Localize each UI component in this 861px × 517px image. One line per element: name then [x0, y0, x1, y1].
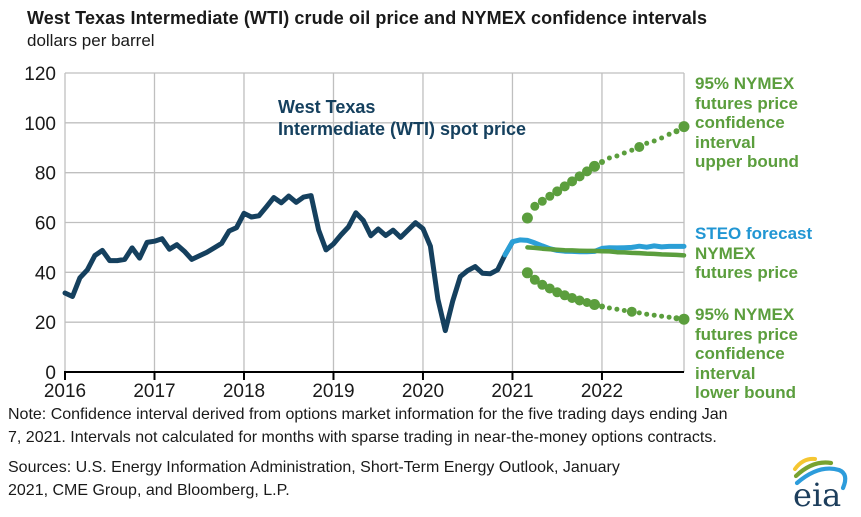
y-axis-tick-label: 40: [35, 263, 56, 284]
x-axis-tick-label: 2022: [581, 381, 623, 402]
sources-text: Sources: U.S. Energy Information Adminis…: [8, 457, 620, 502]
x-axis-tick-label: 2016: [44, 381, 86, 402]
x-axis-tick-label: 2017: [133, 381, 175, 402]
eia-logo-blue-arc: [794, 466, 848, 491]
spot-price-annotation-line2: Intermediate (WTI) spot price: [278, 119, 527, 139]
upper-bound-label-line1: 95% NYMEX: [695, 74, 795, 93]
lower-bound-label-line3: confidence: [695, 344, 785, 363]
y-axis-tick-label: 20: [35, 313, 56, 334]
note-text: Note: Confidence interval derived from o…: [8, 404, 728, 449]
upper-bound-label-line4: interval: [695, 132, 756, 152]
y-axis-tick-label: 100: [24, 114, 56, 135]
chart-units-subtitle: dollars per barrel: [27, 31, 155, 50]
upper-bound-label-line5: upper bound: [695, 152, 799, 171]
nymex-label-line2: futures price: [695, 263, 798, 282]
lower-bound-label-line4: interval: [695, 363, 756, 383]
note-line2: 7, 2021. Intervals not calculated for mo…: [8, 428, 717, 446]
steo-forecast-label: STEO forecast: [695, 224, 813, 243]
y-axis-tick-label: 80: [35, 164, 56, 185]
eia-logo-text: eia: [793, 476, 841, 512]
spot-price-annotation: West Texas Intermediate (WTI) spot price: [278, 96, 526, 140]
x-axis-tick-label: 2020: [402, 381, 444, 402]
lower-bound-label: 95% NYMEX futures price confidence inter…: [695, 305, 861, 403]
eia-logo-green-arc: [793, 460, 834, 479]
lower-bound-label-line5: lower bound: [695, 383, 797, 402]
note-line1: Note: Confidence interval derived from o…: [8, 406, 728, 423]
x-axis-tick-label: 2021: [491, 381, 533, 402]
upper-bound-label-line3: confidence: [695, 113, 785, 132]
spot-price-annotation-line1: West Texas: [278, 97, 376, 117]
x-axis-tick-label: 2019: [312, 381, 354, 402]
x-axis-tick-label: 2018: [223, 381, 265, 402]
lower-bound-label-line1: 95% NYMEX: [695, 305, 795, 324]
y-axis-tick-label: 120: [24, 64, 56, 85]
nymex-label-line1: NYMEX: [695, 243, 756, 263]
eia-logo-yellow-arc: [793, 456, 817, 471]
sources-line1: Sources: U.S. Energy Information Adminis…: [8, 459, 620, 476]
lower-bound-label-line2: futures price: [695, 324, 798, 344]
eia-logo: eia: [793, 456, 848, 512]
forecast-label: STEO forecast NYMEX futures price: [695, 224, 861, 283]
upper-bound-label: 95% NYMEX futures price confidence inter…: [695, 74, 861, 172]
y-axis-tick-label: 60: [35, 214, 56, 235]
sources-line2: 2021, CME Group, and Bloomberg, L.P.: [8, 481, 290, 499]
chart-title: West Texas Intermediate (WTI) crude oil …: [27, 8, 708, 28]
y-axis-tick-label: 0: [45, 363, 56, 384]
upper-bound-label-line2: futures price: [695, 93, 798, 113]
